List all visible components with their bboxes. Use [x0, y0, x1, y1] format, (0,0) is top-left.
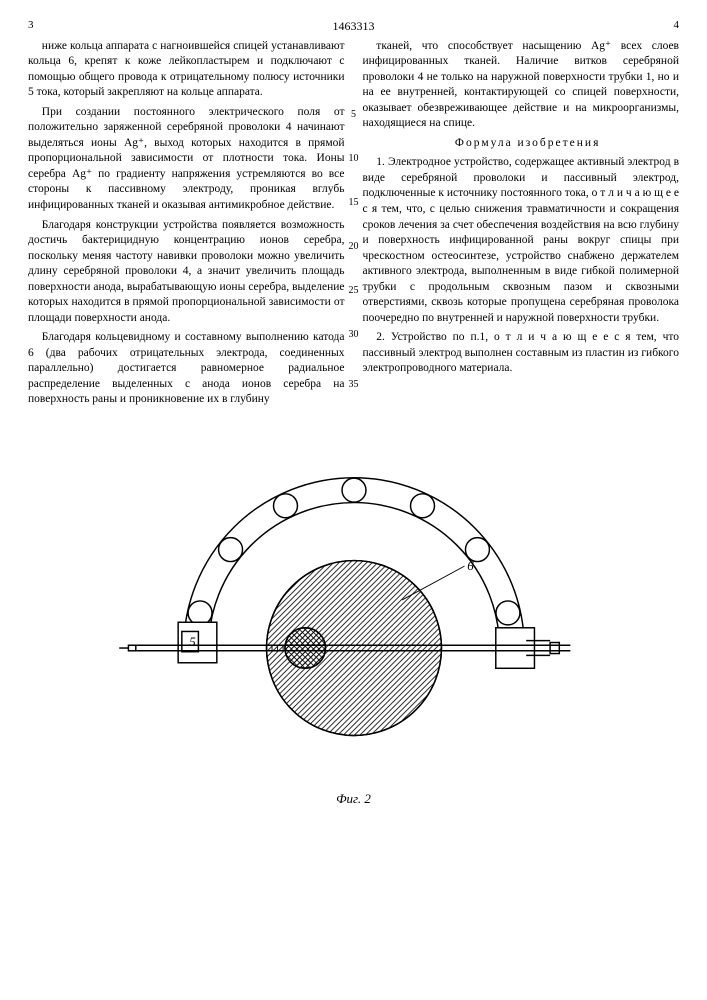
claim: 1. Электродное устройство, содержащее ак… — [363, 155, 680, 326]
claim: 2. Устройство по п.1, о т л и ч а ю щ е … — [363, 330, 680, 377]
text-columns: ниже кольца аппарата с нагноившейся спиц… — [28, 39, 679, 412]
line-number: 25 — [349, 284, 359, 298]
line-number: 35 — [349, 378, 359, 392]
page-left: 3 — [28, 18, 34, 33]
para: ниже кольца аппарата с нагноившейся спиц… — [28, 39, 345, 101]
para: тканей, что способствует насыщению Ag⁺ в… — [363, 39, 680, 132]
para: Благодаря кольцевидному и составному вып… — [28, 330, 345, 408]
line-number: 20 — [349, 240, 359, 254]
doc-number: 1463313 — [333, 18, 375, 34]
formula-title: Формула изобретения — [363, 136, 680, 152]
figure-2: 5 6 Фиг. 2 — [28, 422, 679, 808]
line-number: 5 — [351, 108, 356, 122]
svg-text:5: 5 — [189, 635, 196, 649]
line-number: 30 — [349, 328, 359, 342]
right-column: тканей, что способствует насыщению Ag⁺ в… — [363, 39, 680, 412]
para: Благодаря конструкции устройства появляе… — [28, 218, 345, 327]
para: При создании постоянного электрического … — [28, 105, 345, 214]
figure-label: Фиг. 2 — [28, 790, 679, 808]
page-right: 4 — [674, 18, 680, 33]
line-number: 15 — [349, 196, 359, 210]
left-column: ниже кольца аппарата с нагноившейся спиц… — [28, 39, 345, 412]
svg-text:6: 6 — [467, 558, 474, 572]
line-number: 10 — [349, 152, 359, 166]
